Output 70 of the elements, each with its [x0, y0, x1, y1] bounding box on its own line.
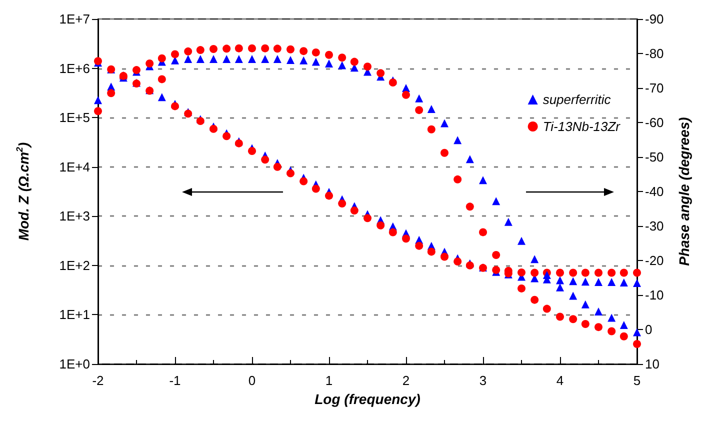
y-tick-label: 1E+3 — [59, 208, 90, 224]
y-tick-label: 1E+1 — [59, 307, 90, 322]
point — [388, 228, 397, 236]
point — [620, 268, 628, 277]
point — [581, 278, 590, 286]
point — [569, 277, 578, 286]
point — [325, 192, 333, 200]
point — [620, 278, 628, 287]
point — [210, 124, 218, 133]
point — [273, 162, 282, 171]
point — [261, 156, 270, 164]
point — [594, 278, 602, 286]
point — [581, 268, 590, 277]
point — [286, 169, 294, 178]
point — [594, 268, 602, 277]
x-axis-title: Log (frequency) — [314, 390, 421, 407]
x-tick-label: 1 — [325, 373, 333, 388]
y2-tick-label: 0 — [645, 322, 652, 337]
y-tick-label: 1E+7 — [59, 12, 90, 26]
y-tick-label: 1E+6 — [59, 60, 90, 76]
x-tick-label: 4 — [556, 373, 564, 388]
legend-label: superferritic — [542, 92, 612, 107]
point — [440, 252, 448, 261]
point — [222, 132, 231, 140]
y-tick-label: 1E+4 — [59, 159, 90, 174]
point — [556, 276, 564, 284]
y2-tick-label: -70 — [645, 80, 664, 96]
point — [338, 200, 346, 208]
y2-tick-label: -80 — [645, 46, 664, 61]
point — [248, 146, 256, 155]
x-tick-label: -1 — [169, 373, 181, 388]
point — [518, 268, 526, 276]
y2-tick-label: -30 — [645, 218, 664, 234]
point — [376, 221, 385, 230]
point — [158, 93, 166, 102]
y2-tick-label: -90 — [645, 12, 664, 26]
y-axis-title: Mod. Z (Ω.cm2) — [14, 142, 32, 241]
x-tick-label: -2 — [92, 373, 104, 388]
y2-tick-label: -60 — [645, 115, 664, 130]
point — [427, 248, 436, 256]
point — [556, 268, 564, 277]
point — [402, 234, 410, 243]
x-tick-label: 5 — [633, 373, 641, 388]
point — [171, 102, 179, 110]
y2-tick-label: -20 — [645, 253, 664, 268]
point — [300, 177, 308, 186]
y2-tick-label: 10 — [645, 356, 660, 372]
x-tick-label: 2 — [402, 373, 410, 388]
y2-axis-title: Phase angle (degrees) — [676, 116, 692, 266]
point — [569, 268, 578, 277]
point — [415, 242, 424, 250]
y2-tick-label: -40 — [645, 184, 664, 199]
point — [633, 268, 641, 277]
y-tick-label: 1E+2 — [59, 258, 90, 273]
x-tick-label: 3 — [479, 373, 487, 388]
point — [608, 278, 616, 286]
point — [350, 206, 358, 215]
point — [364, 214, 372, 222]
y-tick-label: 1E+5 — [59, 110, 90, 126]
point — [530, 268, 539, 277]
y-tick-label: 1E+0 — [59, 356, 90, 372]
point — [608, 268, 616, 277]
legend-label: Ti-13Nb-13Zr — [542, 119, 621, 134]
point — [158, 75, 166, 84]
point — [633, 279, 641, 287]
point — [312, 184, 320, 193]
x-tick-label: 0 — [248, 373, 256, 388]
y2-tick-label: -10 — [645, 288, 664, 302]
y2-tick-label: -50 — [645, 150, 664, 164]
point — [454, 258, 462, 266]
